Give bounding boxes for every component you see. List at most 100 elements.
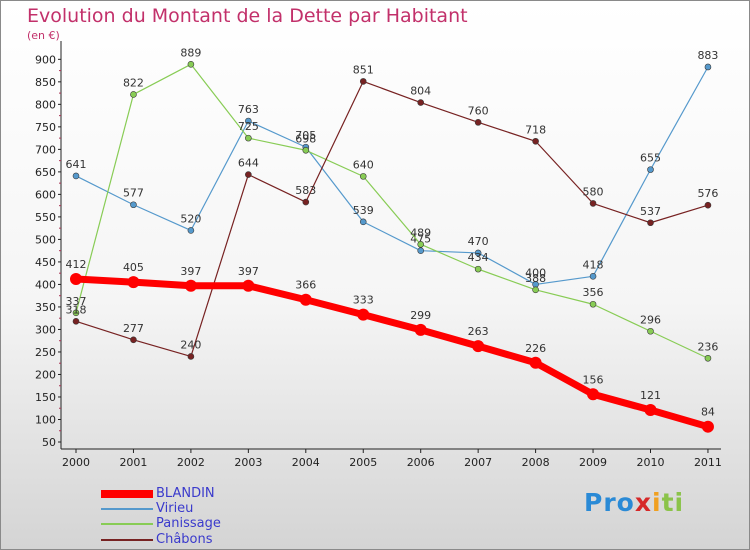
data-label: 576: [697, 187, 718, 200]
x-tick-label: 2003: [234, 456, 262, 469]
data-point: [647, 166, 654, 173]
data-label: 889: [180, 46, 201, 59]
data-label: 718: [525, 123, 546, 136]
legend-label-chabons: Châbons: [156, 532, 213, 547]
data-point: [704, 63, 712, 71]
data-point: [414, 323, 427, 336]
chart-title: Evolution du Montant de la Dette par Hab…: [27, 5, 468, 27]
x-tick-label: 2011: [694, 456, 722, 469]
data-point: [187, 60, 195, 68]
data-label: 760: [468, 104, 489, 117]
data-point: [644, 404, 657, 417]
y-tick-label: 850: [35, 76, 56, 89]
x-tick-label: 2001: [119, 456, 147, 469]
data-point: [357, 308, 370, 321]
data-label: 405: [123, 261, 144, 274]
data-point: [529, 356, 542, 369]
x-tick-label: 2007: [464, 456, 492, 469]
data-point: [472, 340, 485, 353]
legend-swatch-chabons: [101, 539, 153, 541]
data-point: [70, 273, 82, 286]
legend-swatch-virieu: [101, 508, 153, 510]
data-label: 489: [410, 226, 431, 239]
y-tick-label: 550: [35, 211, 56, 224]
data-point: [359, 173, 367, 180]
data-label: 583: [295, 184, 316, 197]
y-tick-label: 300: [35, 323, 56, 336]
data-label: 337: [66, 295, 87, 308]
data-label: 263: [468, 325, 489, 338]
data-label: 397: [180, 265, 201, 278]
data-point: [245, 134, 252, 142]
logo-letter: x: [634, 488, 652, 517]
x-tick-label: 2009: [579, 456, 607, 469]
data-label: 356: [583, 286, 604, 299]
proxiti-logo: Proxiti: [584, 488, 684, 517]
data-point: [72, 309, 80, 317]
data-label: 725: [238, 120, 259, 133]
data-label: 236: [697, 340, 718, 353]
data-point: [130, 336, 137, 344]
series-line-virieu: [75, 66, 709, 286]
y-tick-label: 600: [35, 188, 56, 201]
data-label: 537: [640, 205, 661, 218]
x-tick-label: 2000: [62, 456, 90, 469]
data-point: [589, 300, 597, 308]
logo-letter: r: [603, 488, 617, 517]
data-point: [130, 201, 137, 209]
data-label: 655: [640, 152, 661, 165]
data-point: [302, 146, 310, 154]
data-label: 705: [295, 129, 316, 142]
data-point: [647, 219, 654, 227]
legend-swatch-panissage: [101, 523, 153, 525]
series-line-panissage: [75, 63, 709, 359]
data-point: [127, 276, 140, 289]
data-point: [72, 172, 80, 180]
x-tick-label: 2006: [407, 456, 435, 469]
data-point: [302, 198, 310, 206]
data-point: [647, 327, 654, 335]
x-tick-label: 2002: [177, 456, 205, 469]
logo-letter: i: [652, 488, 662, 517]
data-point: [245, 117, 252, 125]
x-tick-label: 2004: [292, 456, 320, 469]
data-label: 698: [295, 132, 316, 145]
data-label: 883: [697, 49, 718, 62]
data-point: [417, 247, 425, 254]
data-label: 226: [525, 342, 546, 355]
y-tick-label: 200: [35, 368, 56, 381]
legend-swatch-blandin: [101, 490, 153, 498]
data-label: 318: [66, 303, 87, 316]
data-label: 851: [353, 63, 374, 76]
logo-letter: P: [584, 488, 604, 517]
logo-letter: o: [616, 488, 635, 517]
y-tick-label: 800: [35, 98, 56, 111]
legend-label-panissage: Panissage: [156, 516, 221, 531]
data-label: 434: [468, 251, 489, 264]
data-point: [474, 119, 482, 126]
data-label: 475: [410, 233, 431, 246]
y-tick-label: 150: [35, 391, 56, 404]
y-tick-label: 750: [35, 121, 56, 134]
data-point: [701, 420, 714, 433]
data-point: [704, 354, 712, 362]
data-label: 296: [640, 313, 661, 326]
y-tick-label: 900: [35, 53, 56, 66]
data-label: 400: [525, 266, 546, 279]
y-tick-label: 100: [35, 413, 56, 426]
series-line-châbons: [75, 80, 709, 358]
data-point: [474, 265, 482, 273]
data-label: 644: [238, 157, 259, 170]
data-point: [187, 227, 195, 234]
y-tick-label: 650: [35, 166, 56, 179]
data-label: 520: [180, 212, 201, 225]
data-point: [589, 273, 597, 280]
data-label: 333: [353, 294, 374, 307]
data-point: [130, 91, 137, 98]
data-label: 299: [410, 309, 431, 322]
legend-label-virieu: Virieu: [156, 501, 194, 516]
data-point: [417, 241, 425, 248]
data-point: [704, 201, 712, 209]
data-label: 822: [123, 76, 144, 89]
